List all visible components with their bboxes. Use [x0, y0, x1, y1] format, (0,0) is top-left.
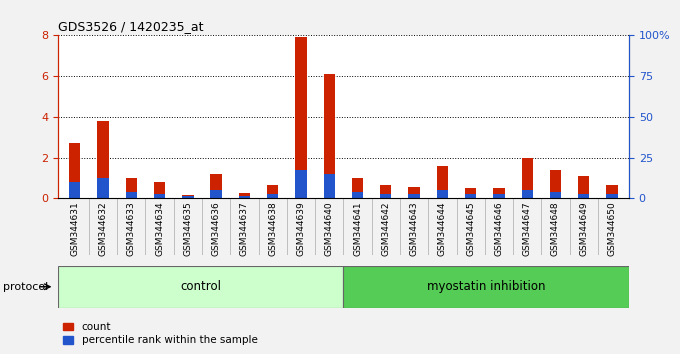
- Bar: [267, 194, 278, 198]
- Bar: [69, 143, 80, 198]
- Text: GSM344648: GSM344648: [551, 201, 560, 256]
- Bar: [239, 193, 250, 198]
- Bar: [380, 194, 392, 198]
- Text: GSM344641: GSM344641: [353, 201, 362, 256]
- Text: myostatin inhibition: myostatin inhibition: [427, 280, 545, 293]
- Bar: [295, 38, 307, 198]
- Bar: [211, 174, 222, 198]
- Bar: [465, 194, 476, 198]
- Bar: [409, 194, 420, 198]
- Text: GSM344635: GSM344635: [184, 201, 192, 256]
- Bar: [69, 182, 80, 198]
- Bar: [97, 178, 109, 198]
- Bar: [465, 188, 476, 198]
- Text: GSM344631: GSM344631: [70, 201, 80, 256]
- Bar: [239, 196, 250, 198]
- Bar: [182, 196, 194, 198]
- Bar: [493, 194, 505, 198]
- Text: GSM344647: GSM344647: [523, 201, 532, 256]
- Bar: [324, 74, 335, 198]
- Bar: [58, 266, 343, 308]
- Text: GSM344637: GSM344637: [240, 201, 249, 256]
- Text: GSM344650: GSM344650: [607, 201, 617, 256]
- Bar: [550, 192, 561, 198]
- Text: GSM344640: GSM344640: [325, 201, 334, 256]
- Text: GSM344639: GSM344639: [296, 201, 305, 256]
- Legend: count, percentile rank within the sample: count, percentile rank within the sample: [63, 322, 258, 345]
- Bar: [211, 190, 222, 198]
- Bar: [578, 176, 590, 198]
- Bar: [352, 178, 363, 198]
- Bar: [550, 170, 561, 198]
- Bar: [343, 266, 629, 308]
- Text: protocol: protocol: [3, 282, 49, 292]
- Bar: [437, 190, 448, 198]
- Bar: [409, 187, 420, 198]
- Bar: [126, 178, 137, 198]
- Text: GDS3526 / 1420235_at: GDS3526 / 1420235_at: [58, 20, 203, 33]
- Text: control: control: [180, 280, 221, 293]
- Bar: [493, 188, 505, 198]
- Bar: [578, 194, 590, 198]
- Text: GSM344632: GSM344632: [99, 201, 107, 256]
- Bar: [182, 195, 194, 198]
- Bar: [295, 170, 307, 198]
- Text: GSM344643: GSM344643: [409, 201, 419, 256]
- Bar: [267, 185, 278, 198]
- Text: GSM344649: GSM344649: [579, 201, 588, 256]
- Text: GSM344638: GSM344638: [268, 201, 277, 256]
- Bar: [380, 185, 392, 198]
- Bar: [154, 182, 165, 198]
- Text: GSM344634: GSM344634: [155, 201, 164, 256]
- Bar: [522, 190, 533, 198]
- Bar: [607, 185, 617, 198]
- Bar: [126, 192, 137, 198]
- Text: GSM344645: GSM344645: [466, 201, 475, 256]
- Bar: [522, 158, 533, 198]
- Bar: [97, 121, 109, 198]
- Text: GSM344644: GSM344644: [438, 201, 447, 256]
- Bar: [154, 194, 165, 198]
- Bar: [352, 192, 363, 198]
- Bar: [324, 174, 335, 198]
- Text: GSM344642: GSM344642: [381, 201, 390, 256]
- Bar: [607, 194, 617, 198]
- Bar: [437, 166, 448, 198]
- Text: GSM344646: GSM344646: [494, 201, 503, 256]
- Text: GSM344633: GSM344633: [127, 201, 136, 256]
- Text: GSM344636: GSM344636: [211, 201, 220, 256]
